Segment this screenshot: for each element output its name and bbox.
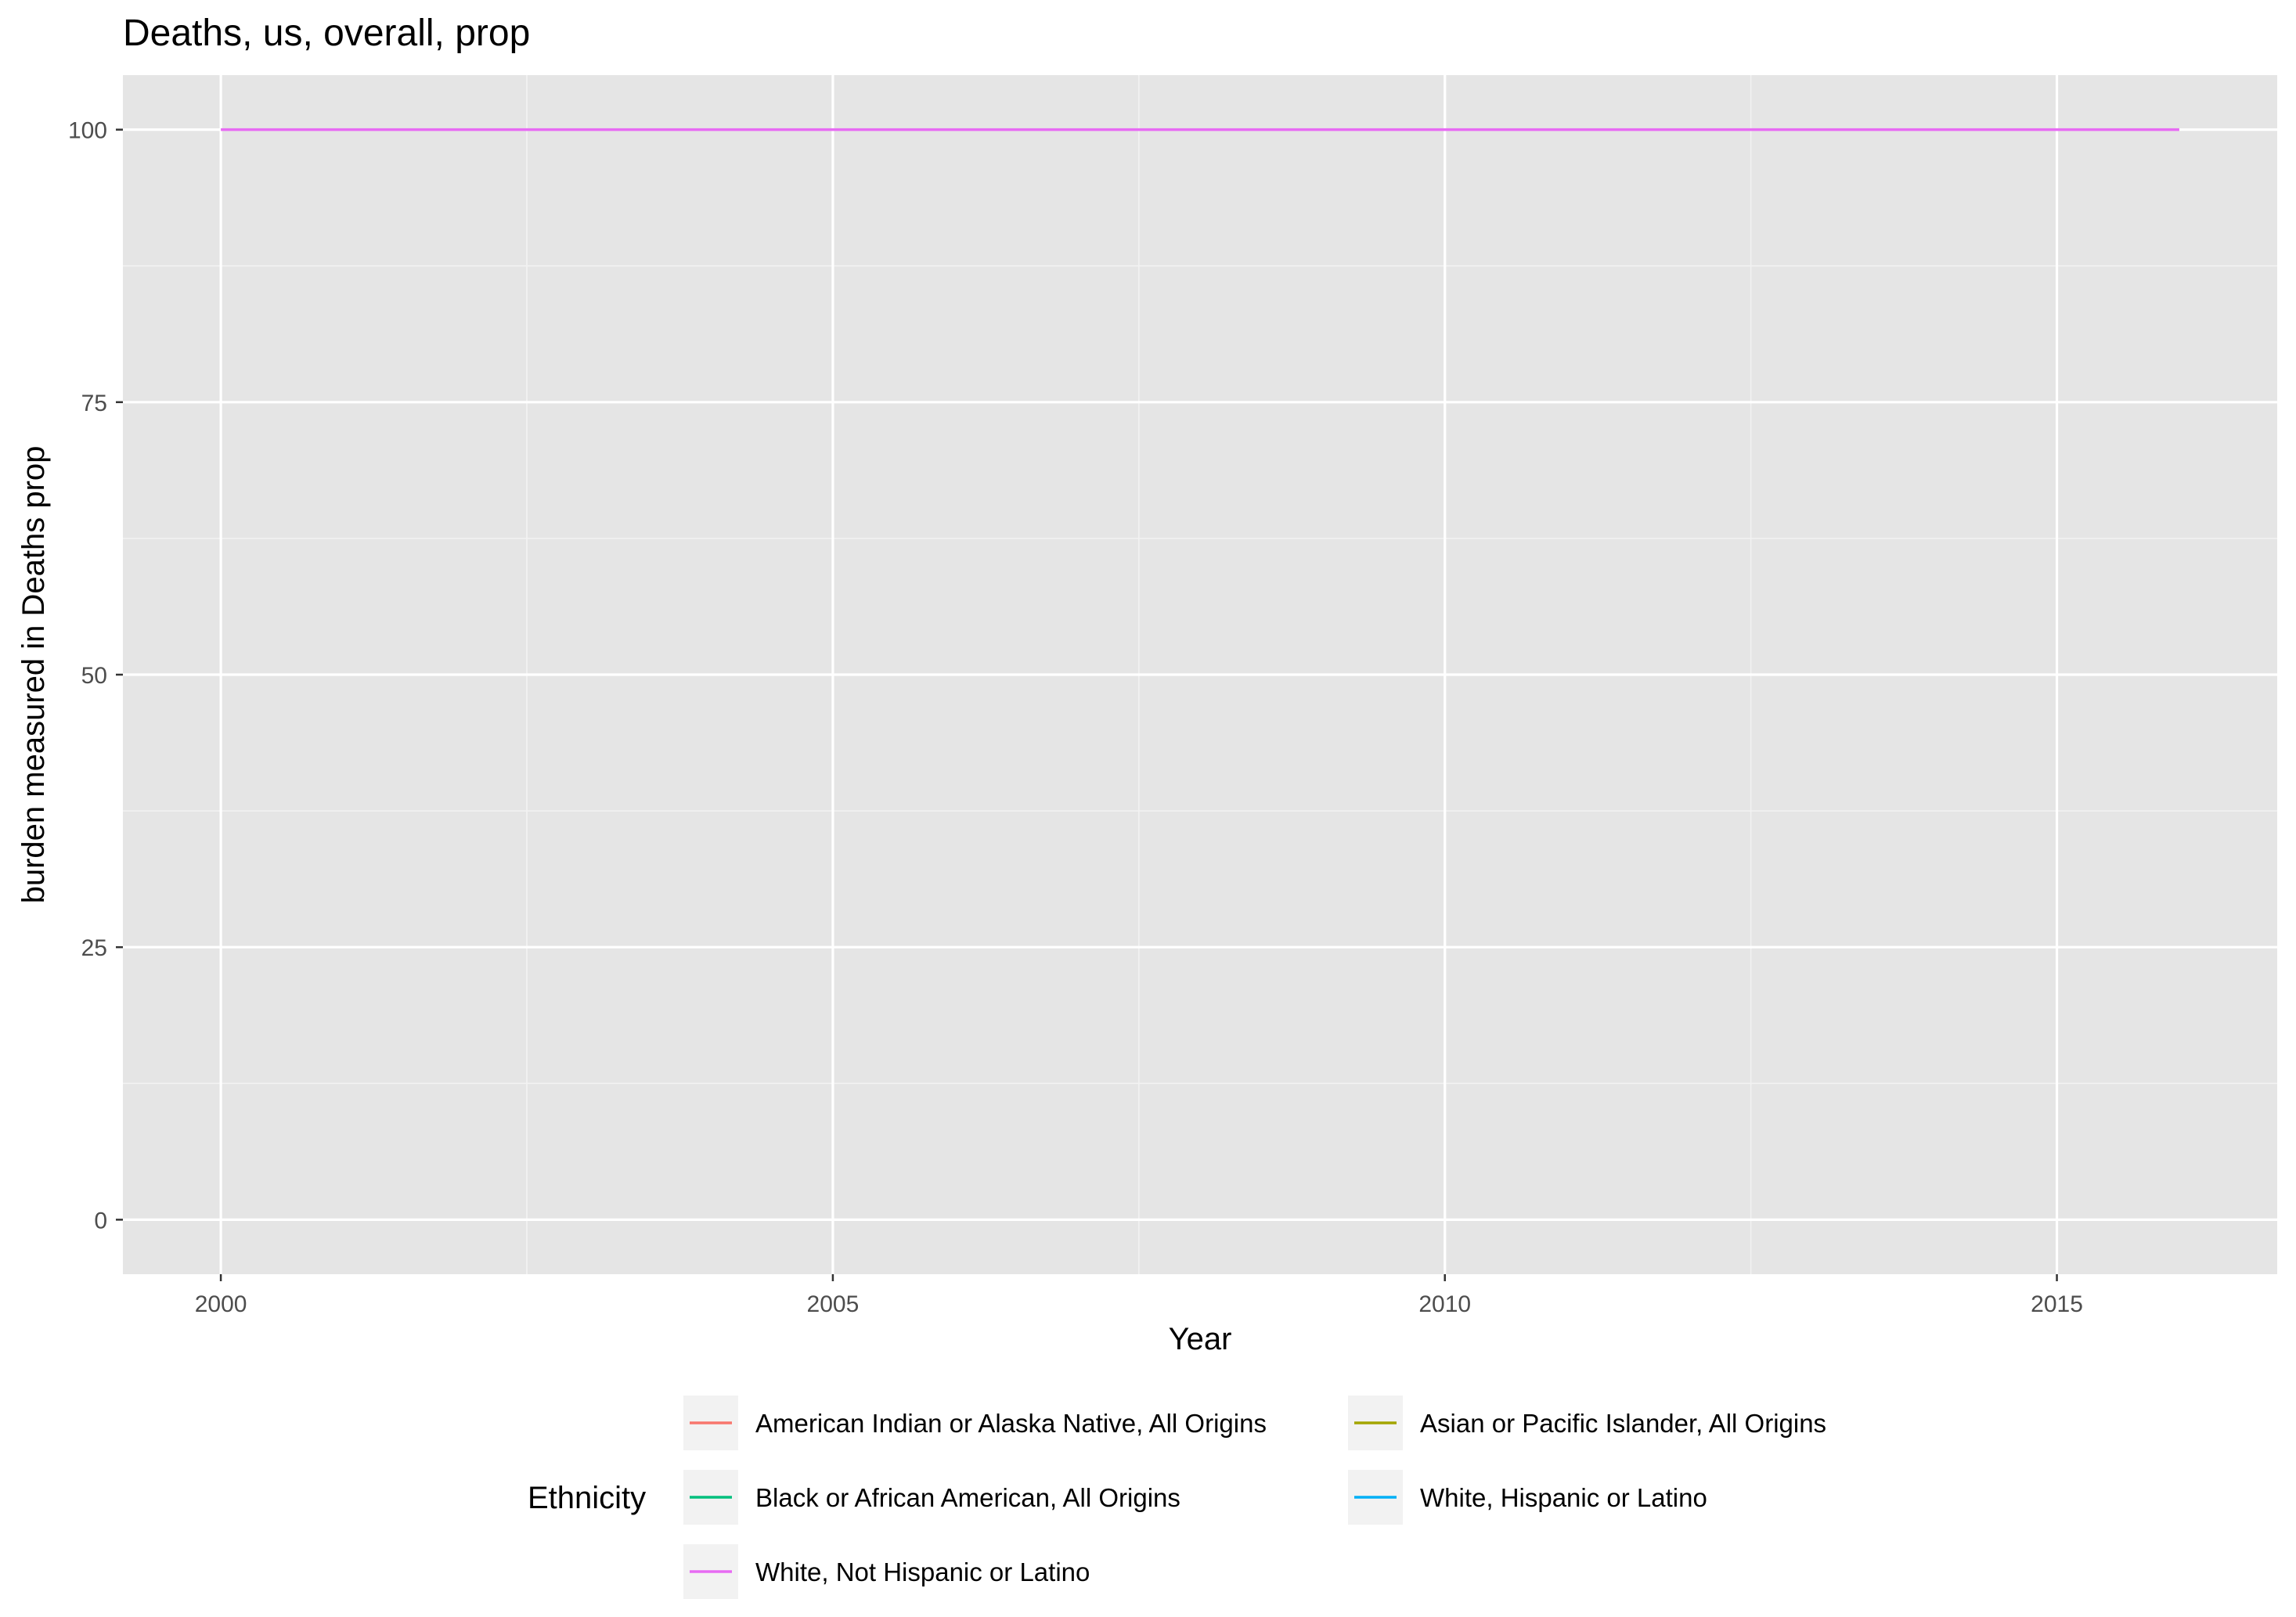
y-tick-label: 100 bbox=[68, 118, 107, 144]
y-tick-label: 75 bbox=[81, 391, 107, 416]
legend-label: Asian or Pacific Islander, All Origins bbox=[1420, 1409, 1826, 1438]
y-tick-label: 50 bbox=[81, 663, 107, 689]
chart-title: Deaths, us, overall, prop bbox=[123, 13, 530, 54]
x-tick-label: 2005 bbox=[807, 1291, 860, 1317]
legend-label: White, Not Hispanic or Latino bbox=[755, 1558, 1090, 1586]
y-tick-label: 25 bbox=[81, 935, 107, 961]
y-tick-label: 0 bbox=[94, 1208, 107, 1233]
legend-label: Black or African American, All Origins bbox=[755, 1483, 1180, 1512]
x-axis-title: Year bbox=[1169, 1322, 1232, 1356]
y-axis-title: burden measured in Deaths prop bbox=[16, 446, 51, 904]
x-tick-label: 2000 bbox=[195, 1291, 247, 1317]
x-tick-label: 2015 bbox=[2031, 1291, 2083, 1317]
legend: American Indian or Alaska Native, All Or… bbox=[683, 1396, 1826, 1599]
y-axis: 0 25 50 75 100 bbox=[68, 118, 123, 1233]
x-tick-label: 2010 bbox=[1418, 1291, 1471, 1317]
legend-label: White, Hispanic or Latino bbox=[1420, 1483, 1707, 1512]
x-axis: 2000 2005 2010 2015 bbox=[195, 1274, 2083, 1317]
legend-title: Ethnicity bbox=[528, 1481, 646, 1515]
legend-label: American Indian or Alaska Native, All Or… bbox=[755, 1409, 1267, 1438]
